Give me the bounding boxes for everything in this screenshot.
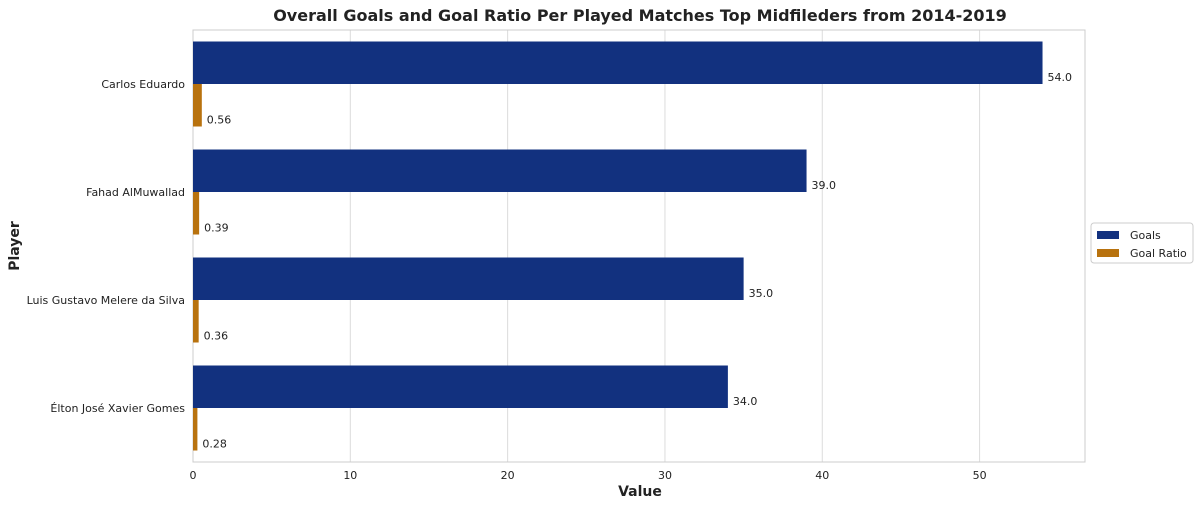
legend-swatch [1097,249,1119,257]
bar-goal-ratio [193,84,202,127]
bar-value-label: 39.0 [812,179,837,192]
bar-labels: 54.0 0.56 39.0 0.39 35.0 0.36 34.0 0.28 [202,71,1072,451]
chart-title: Overall Goals and Goal Ratio Per Played … [273,6,1007,25]
bar-goal-ratio [193,300,199,343]
legend: Goals Goal Ratio [1090,222,1194,264]
bar-value-label: 0.36 [204,330,229,343]
x-tick-label: 30 [658,469,672,482]
x-tick-label: 0 [190,469,197,482]
y-tick-label: Carlos Eduardo [101,78,185,91]
bar-value-label: 0.39 [204,222,229,235]
y-tick-labels: Carlos Eduardo Fahad AlMuwallad Luis Gusta… [27,78,186,415]
legend-label: Goals [1130,229,1161,242]
legend-label: Goal Ratio [1130,247,1187,260]
x-tick-label: 10 [343,469,357,482]
bar-goals [193,257,744,300]
bar-goals [193,365,728,408]
bar-value-label: 0.56 [207,114,232,127]
bars [193,41,1043,451]
bar-goal-ratio [193,192,200,235]
bar-goals [193,149,807,192]
bar-goals [193,41,1043,84]
x-axis-label: Value [618,484,662,500]
y-tick-label: Luis Gustavo Melere da Silva [27,294,185,307]
bar-value-label: 35.0 [749,287,774,300]
x-tick-labels: 0 10 20 30 40 50 [190,469,987,482]
bar-goal-ratio [193,408,198,451]
legend-swatch [1097,231,1119,239]
plot-frame [192,29,1086,463]
bar-value-label: 34.0 [733,395,758,408]
bar-value-label: 0.28 [202,438,227,451]
y-axis-label: Player [7,221,23,271]
bar-value-label: 54.0 [1048,71,1073,84]
y-tick-label: Fahad AlMuwallad [86,186,185,199]
x-tick-label: 20 [501,469,515,482]
x-tick-label: 50 [973,469,987,482]
x-tick-label: 40 [815,469,829,482]
y-tick-label: Élton José Xavier Gomes [50,402,185,415]
